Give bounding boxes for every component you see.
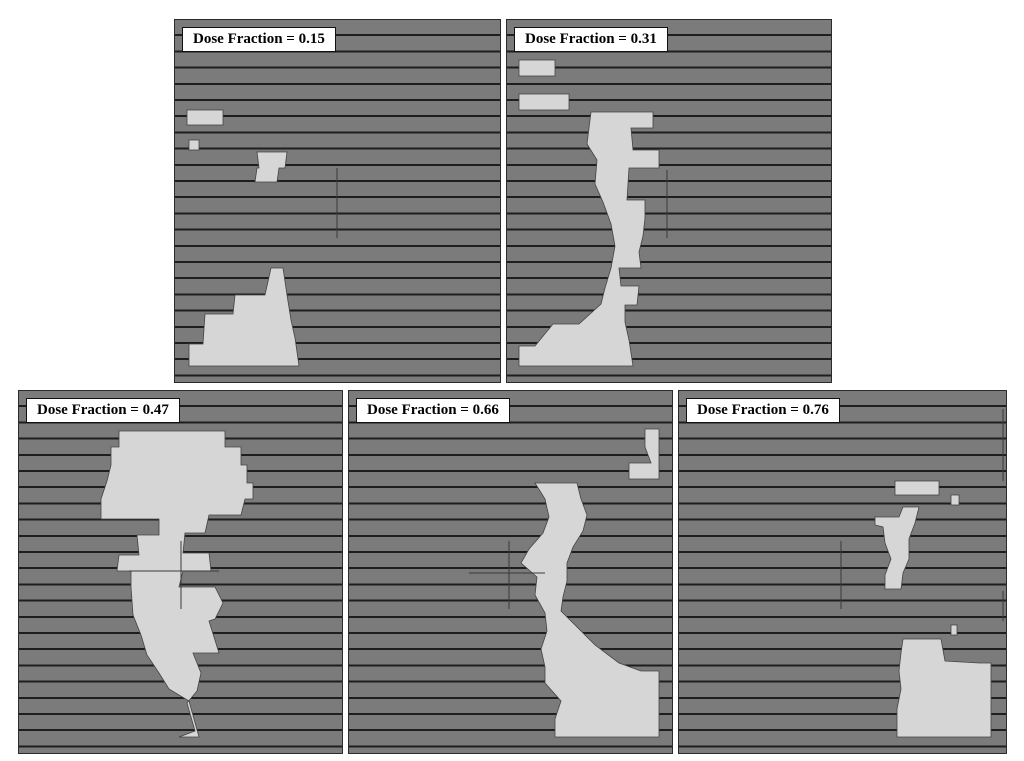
open-region — [100, 430, 254, 738]
open-region — [254, 151, 288, 183]
dose-fraction-label: Dose Fraction = 0.66 — [356, 398, 510, 423]
open-region — [188, 267, 300, 367]
dose-fraction-label: Dose Fraction = 0.31 — [514, 27, 668, 52]
mlc-panel-dose-0-66: Dose Fraction = 0.66 — [348, 390, 673, 754]
mlc-panel-dose-0-76: Dose Fraction = 0.76 — [678, 390, 1007, 754]
open-region — [518, 111, 660, 367]
aperture-drawing — [186, 109, 338, 367]
open-region — [188, 139, 200, 151]
open-region — [628, 428, 660, 480]
aperture-drawing — [100, 430, 254, 738]
mlc-panel-dose-0-47: Dose Fraction = 0.47 — [18, 390, 343, 754]
aperture-drawing — [840, 409, 1004, 738]
open-region — [950, 624, 958, 636]
mlc-panel-dose-0-15: Dose Fraction = 0.15 — [174, 19, 501, 383]
open-region — [950, 494, 960, 506]
open-region — [518, 59, 556, 77]
dose-fraction-label: Dose Fraction = 0.47 — [26, 398, 180, 423]
aperture-drawing — [518, 59, 668, 367]
dose-fraction-label: Dose Fraction = 0.15 — [182, 27, 336, 52]
open-region — [518, 93, 570, 111]
open-region — [520, 482, 660, 738]
open-region — [874, 506, 920, 590]
aperture-drawing — [469, 428, 660, 738]
mlc-panel-dose-0-31: Dose Fraction = 0.31 — [506, 19, 832, 383]
open-region — [896, 638, 992, 738]
open-region — [894, 480, 940, 496]
open-region — [186, 109, 224, 126]
dose-fraction-label: Dose Fraction = 0.76 — [686, 398, 840, 423]
